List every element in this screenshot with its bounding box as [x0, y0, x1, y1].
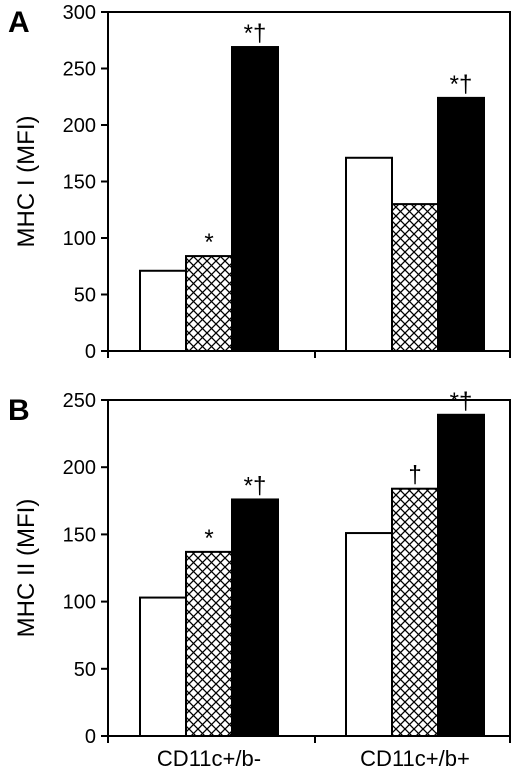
plot-frame [107, 399, 511, 737]
x-category-label: CD11c+/b- [157, 746, 261, 771]
y-tick-label: 150 [63, 172, 96, 194]
significance-label: * [204, 525, 213, 552]
y-axis-label: MHC I (MFI) [13, 116, 40, 248]
y-tick-label: 200 [63, 115, 96, 137]
y-tick-label: 0 [85, 341, 96, 363]
bar-a-0-0 [139, 269, 187, 352]
panel-a: A 0 50 100 150 200 250 300 MHC I (MFI) * *† *† [8, 2, 511, 363]
y-tick-label: 300 [63, 2, 96, 24]
panel-b: B 0 50 100 150 200 250 MHC II (MFI) * *† CD11c+/b-… [8, 388, 511, 771]
y-tick-label: 250 [63, 390, 96, 412]
y-tick-label: 50 [74, 659, 96, 681]
bar-b-0-1 [185, 550, 233, 738]
y-tick-label: 0 [85, 726, 96, 748]
panel-letter: A [8, 6, 30, 39]
significance-label: * [204, 229, 213, 256]
panel-letter: B [8, 394, 30, 427]
bar-b-0-2 [231, 498, 279, 737]
y-axis-label: MHC II (MFI) [13, 499, 40, 638]
bar-a-1-0 [345, 156, 393, 352]
significance-label: *† [450, 71, 473, 98]
y-tick-label: 200 [63, 457, 96, 479]
significance-label: *† [450, 388, 473, 415]
y-tick-label: 100 [63, 228, 96, 250]
bar-b-1-2 [437, 413, 485, 737]
y-tick-label: 250 [63, 59, 96, 81]
significance-label: † [408, 462, 421, 489]
bar-b-1-0 [345, 532, 393, 738]
bar-b-0-0 [139, 596, 187, 737]
bar-a-0-1 [185, 255, 233, 352]
y-tick-label: 150 [63, 524, 96, 546]
x-category-label: CD11c+/b+ [360, 746, 470, 771]
bar-a-1-1 [391, 203, 439, 352]
y-tick-label: 50 [74, 285, 96, 307]
significance-label: *† [244, 472, 267, 499]
bar-a-0-2 [231, 46, 279, 352]
significance-label: *† [244, 20, 267, 47]
bar-b-1-1 [391, 487, 439, 738]
y-tick-label: 100 [63, 592, 96, 614]
bar-a-1-2 [437, 96, 485, 352]
